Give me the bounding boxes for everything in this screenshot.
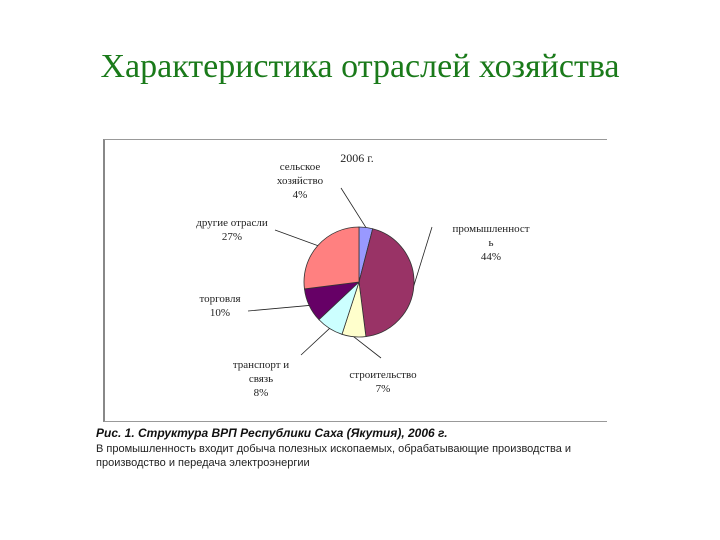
leader-line bbox=[247, 305, 310, 312]
leader-line bbox=[274, 229, 318, 247]
pie-slice bbox=[358, 228, 415, 338]
slice-label: другие отрасли 27% bbox=[196, 217, 268, 243]
chart-title: 2006 г. bbox=[340, 151, 374, 165]
pie-slice bbox=[303, 226, 360, 290]
slice-label: торговля 10% bbox=[200, 293, 241, 319]
leader-line bbox=[413, 226, 433, 286]
leader-line bbox=[300, 328, 330, 356]
slice-label: сельское хозяйство 4% bbox=[277, 161, 324, 201]
figure-caption: Рис. 1. Структура ВРП Республики Саха (Я… bbox=[96, 426, 448, 440]
pie-chart: 2006 г. сельское хозяйство 4% промышленност… bbox=[196, 151, 529, 399]
slide-title: Характеристика отраслей хозяйства bbox=[100, 48, 620, 85]
slice-label: строительство 7% bbox=[349, 369, 417, 395]
leader-line bbox=[340, 187, 367, 228]
slice-label: транспорт и связь 8% bbox=[233, 359, 289, 399]
leader-line bbox=[353, 336, 382, 359]
chart-frame: 2006 г. сельское хозяйство 4% промышленност… bbox=[103, 139, 607, 422]
slice-label: промышленност ь 44% bbox=[452, 223, 529, 263]
figure-note: В промышленность входит добыча полезных … bbox=[96, 443, 572, 469]
